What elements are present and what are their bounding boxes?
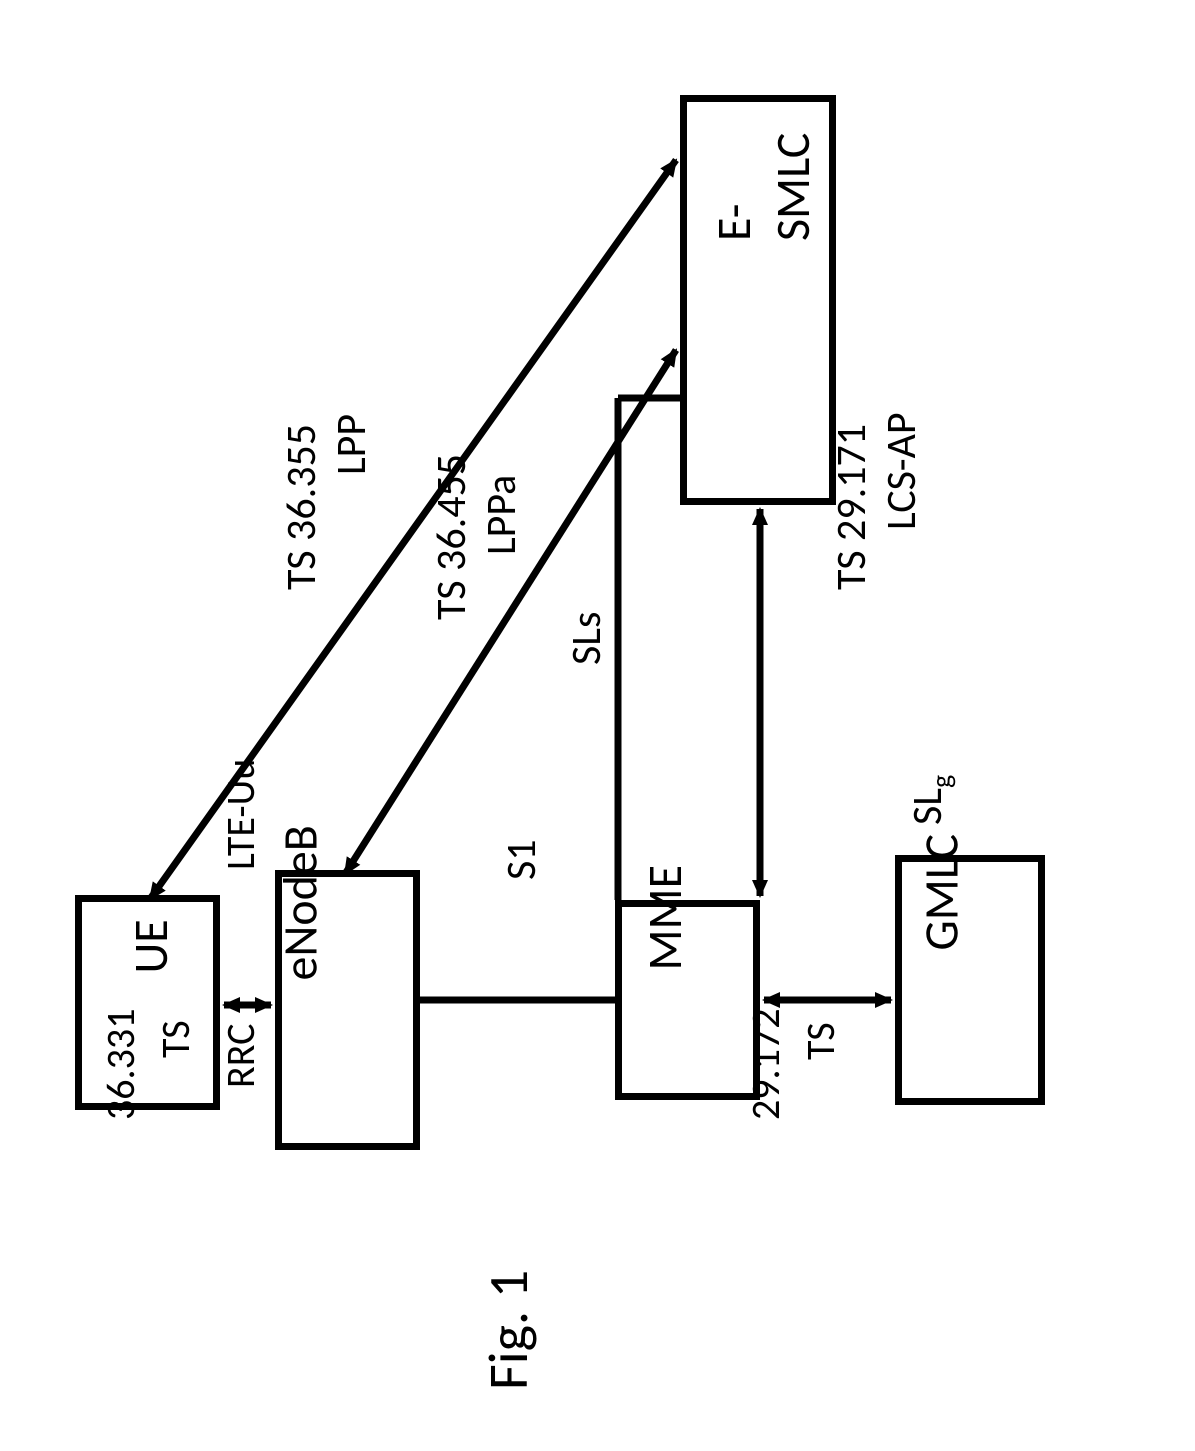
- label-lppa: LPPa: [480, 475, 524, 555]
- node-enodeb: eNodeB: [275, 870, 420, 1150]
- label-ts29171: TS 29.171: [830, 424, 874, 590]
- label-slg-text: SL: [902, 788, 953, 825]
- label-slg: SLg: [862, 775, 1000, 863]
- edge-layer: [0, 0, 1195, 1451]
- node-label: MME: [635, 865, 694, 971]
- label-slg-sub: g: [923, 775, 958, 788]
- label-sls: SLs: [565, 612, 609, 665]
- label-ts-b: TS: [800, 1022, 842, 1060]
- node-label: UE: [120, 919, 179, 973]
- diagram-stage: E-SMLC UE eNodeB MME GMLC: [0, 0, 1195, 1451]
- node-gmlc: GMLC: [895, 855, 1045, 1105]
- node-label: eNodeB: [270, 825, 329, 980]
- edge-enodeb-esmlc: [345, 350, 676, 874]
- label-ts36455: TS 36.455: [430, 454, 474, 620]
- label-lpp: LPP: [330, 414, 374, 475]
- node-mme: MME: [615, 900, 760, 1100]
- label-rrc: RRC: [220, 1024, 262, 1088]
- label-ts36355: TS 36.355: [280, 424, 324, 590]
- label-lte-uu: LTE-Uu: [220, 759, 262, 870]
- label-36331: 36.331: [100, 1009, 142, 1120]
- label-ts-a: TS: [155, 1020, 197, 1058]
- label-29172: 29.172: [745, 1009, 787, 1120]
- label-s1: S1: [500, 839, 544, 880]
- node-esmlc: E-SMLC: [680, 95, 836, 505]
- figure-label: Fig. 1: [480, 1270, 539, 1390]
- node-label: E-SMLC: [704, 133, 822, 241]
- label-lcsap: LCS-AP: [880, 412, 924, 530]
